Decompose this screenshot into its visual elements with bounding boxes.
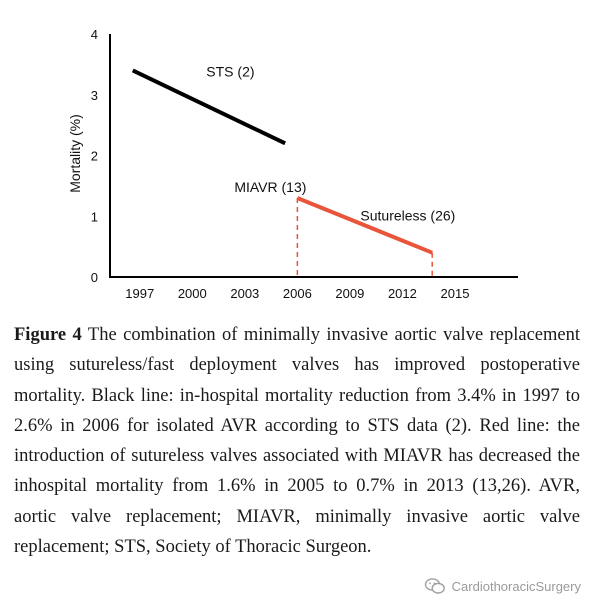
y-tick-label: 1	[91, 209, 98, 224]
figure-caption: Figure 4 The combination of minimally in…	[14, 320, 580, 562]
caption-text: The combination of minimally invasive ao…	[14, 325, 580, 558]
figure-label: Figure 4	[14, 325, 82, 345]
x-tick-label: 2009	[335, 286, 364, 301]
watermark-text: CardiothoracicSurgery	[451, 578, 581, 594]
mortality-chart: 0 1 2 3 4 1997 2000 2003 2006 2009 2012 2015 Mortali…	[67, 27, 518, 301]
series-annotation: Sutureless (26)	[360, 208, 455, 224]
watermark: CardiothoracicSurgery	[424, 577, 581, 595]
wechat-icon	[424, 578, 445, 594]
series-annotation: STS (2)	[206, 64, 254, 80]
y-tick-label: 4	[91, 27, 98, 42]
y-axis-label: Mortality (%)	[67, 114, 83, 193]
y-tick-label: 2	[91, 149, 98, 164]
x-tick-label: 1997	[125, 286, 154, 301]
x-tick-label: 2015	[441, 286, 470, 301]
x-tick-label: 2012	[388, 286, 417, 301]
x-tick-label: 2006	[283, 286, 312, 301]
chart-marks	[131, 68, 433, 277]
chart-labels: 0 1 2 3 4 1997 2000 2003 2006 2009 2012 2015 Mortali…	[67, 27, 469, 301]
y-tick-label: 3	[91, 88, 98, 103]
x-tick-label: 2003	[230, 286, 259, 301]
series-line-miavr	[296, 196, 433, 255]
series-annotation: MIAVR (13)	[234, 179, 306, 195]
y-tick-label: 0	[91, 270, 98, 285]
x-tick-label: 2000	[178, 286, 207, 301]
series-line-sts	[131, 68, 286, 146]
chart-axes	[109, 34, 518, 278]
